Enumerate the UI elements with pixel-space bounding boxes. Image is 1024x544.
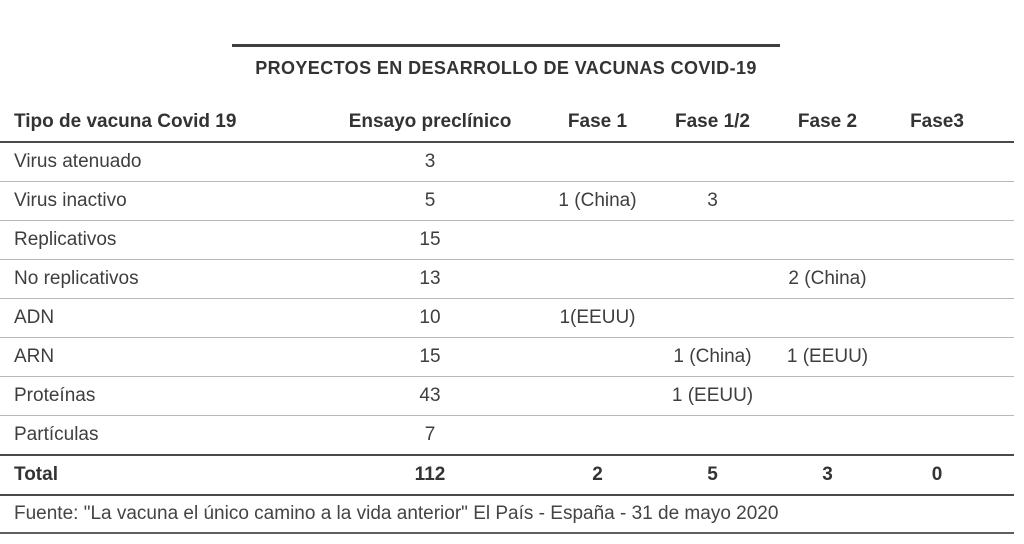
cell-preclinico: 15 — [419, 346, 441, 367]
table-total-row: Total 112 2 5 3 0 — [0, 454, 1014, 496]
cell-fase-1-2: 1 (China) — [673, 346, 752, 367]
total-label: Total — [14, 464, 58, 485]
cell-fase-1: 1(EEUU) — [559, 307, 636, 328]
column-header-fase-3: Fase3 — [910, 111, 964, 132]
chart-title: PROYECTOS EN DESARROLLO DE VACUNAS COVID… — [255, 58, 757, 78]
source-note: Fuente: "La vacuna el único camino a la … — [0, 496, 1014, 534]
table-row-no-replicativos: No replicativos 13 2 (China) — [0, 259, 1014, 298]
title-block: PROYECTOS EN DESARROLLO DE VACUNAS COVID… — [232, 0, 780, 79]
cell-preclinico: 43 — [419, 385, 441, 406]
cell-preclinico: 7 — [424, 424, 436, 445]
row-label: ADN — [14, 307, 55, 328]
table-row-replicativos: Replicativos 15 — [0, 220, 1014, 259]
table-header-row: Tipo de vacuna Covid 19 Ensayo preclínic… — [0, 93, 1014, 143]
total-preclinico: 112 — [414, 464, 446, 485]
total-fase-3: 0 — [931, 464, 943, 485]
cell-preclinico: 10 — [419, 307, 441, 328]
cell-preclinico: 5 — [424, 190, 436, 211]
row-label: Proteínas — [14, 385, 96, 406]
table-row-arn: ARN 15 1 (China) 1 (EEUU) — [0, 337, 1014, 376]
vaccine-projects-table: Tipo de vacuna Covid 19 Ensayo preclínic… — [0, 93, 1014, 534]
column-header-fase-1-2: Fase 1/2 — [675, 111, 750, 132]
total-fase-1: 2 — [592, 464, 603, 485]
cell-fase-1: 1 (China) — [558, 190, 637, 211]
column-header-tipo-vacuna: Tipo de vacuna Covid 19 — [14, 111, 237, 132]
cell-fase-2: 2 (China) — [788, 268, 867, 289]
title-rule — [232, 44, 780, 47]
column-header-ensayo-preclinico: Ensayo preclínico — [348, 111, 512, 132]
total-fase-1-2: 5 — [707, 464, 718, 485]
cell-preclinico: 13 — [419, 268, 441, 289]
row-label: Partículas — [14, 424, 99, 445]
row-label: No replicativos — [14, 268, 139, 289]
cell-fase-1-2: 3 — [707, 190, 718, 211]
column-header-fase-2: Fase 2 — [797, 111, 858, 132]
row-label: ARN — [14, 346, 55, 367]
cell-preclinico: 3 — [424, 151, 436, 172]
cell-preclinico: 15 — [419, 229, 441, 250]
cell-fase-1-2: 1 (EEUU) — [671, 385, 754, 406]
column-header-fase-1: Fase 1 — [567, 111, 628, 132]
row-label: Replicativos — [14, 229, 117, 250]
table-row-proteinas: Proteínas 43 1 (EEUU) — [0, 376, 1014, 415]
table-row-virus-atenuado: Virus atenuado 3 — [0, 143, 1014, 181]
row-label: Virus atenuado — [14, 151, 142, 172]
total-fase-2: 3 — [822, 464, 833, 485]
cell-fase-2: 1 (EEUU) — [786, 346, 869, 367]
row-label: Virus inactivo — [14, 190, 127, 211]
table-row-virus-inactivo: Virus inactivo 5 1 (China) 3 — [0, 181, 1014, 220]
table-row-adn: ADN 10 1(EEUU) — [0, 298, 1014, 337]
table-row-particulas: Partículas 7 — [0, 415, 1014, 454]
